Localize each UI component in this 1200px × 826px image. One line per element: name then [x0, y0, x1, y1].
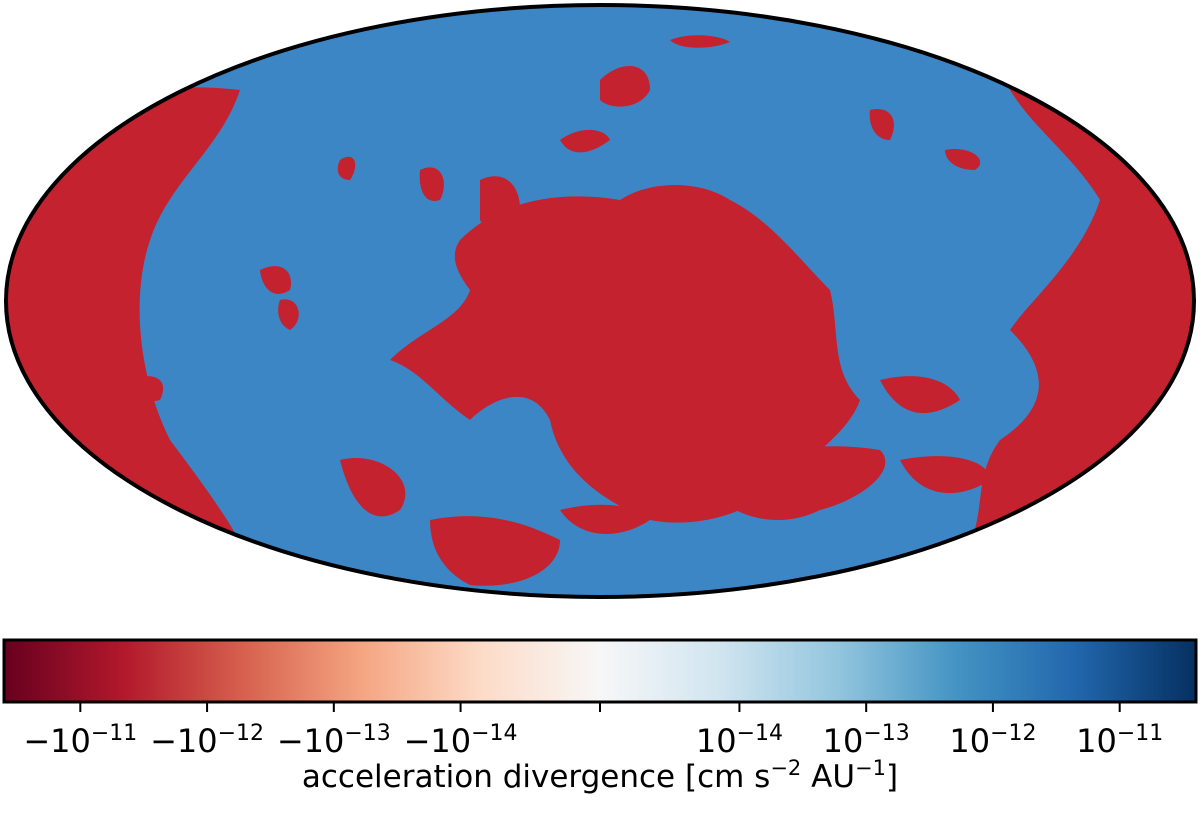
tick-label-base: 10 [823, 722, 864, 760]
sky-map [6, 5, 1194, 597]
tick-label-exponent: −13 [344, 721, 390, 746]
tick-label-base: 10 [696, 722, 737, 760]
tick-label-base: 10 [949, 722, 990, 760]
tick-label: −10−11 [23, 721, 137, 761]
tick-label: −10−13 [277, 721, 391, 761]
tick-label: −10−12 [150, 721, 264, 761]
tick-label-base: 10 [1076, 722, 1117, 760]
colorbar [2, 638, 1198, 704]
tick-label: 10−11 [1076, 721, 1163, 761]
tick-label-base: −10 [23, 722, 91, 760]
colorbar-label: acceleration divergence [cm s−2 AU−1] [302, 756, 898, 795]
tick-label-exponent: −11 [1117, 721, 1163, 746]
tick-label-base: −10 [277, 722, 345, 760]
tick-label-exponent: −14 [471, 721, 517, 746]
tick-label-exponent: −13 [863, 721, 909, 746]
map-outline [4, 3, 1196, 599]
tick-label-base: −10 [150, 722, 218, 760]
tick-label-base: −10 [404, 722, 472, 760]
tick-label: 10−13 [823, 721, 910, 761]
tick-label-exponent: −12 [218, 721, 264, 746]
tick-label-exponent: −11 [91, 721, 137, 746]
tick-label: 10−14 [696, 721, 783, 761]
tick-label-exponent: −12 [990, 721, 1036, 746]
tick-label: 10−12 [949, 721, 1036, 761]
tick-label: −10−14 [404, 721, 518, 761]
tick-label-exponent: −14 [737, 721, 783, 746]
